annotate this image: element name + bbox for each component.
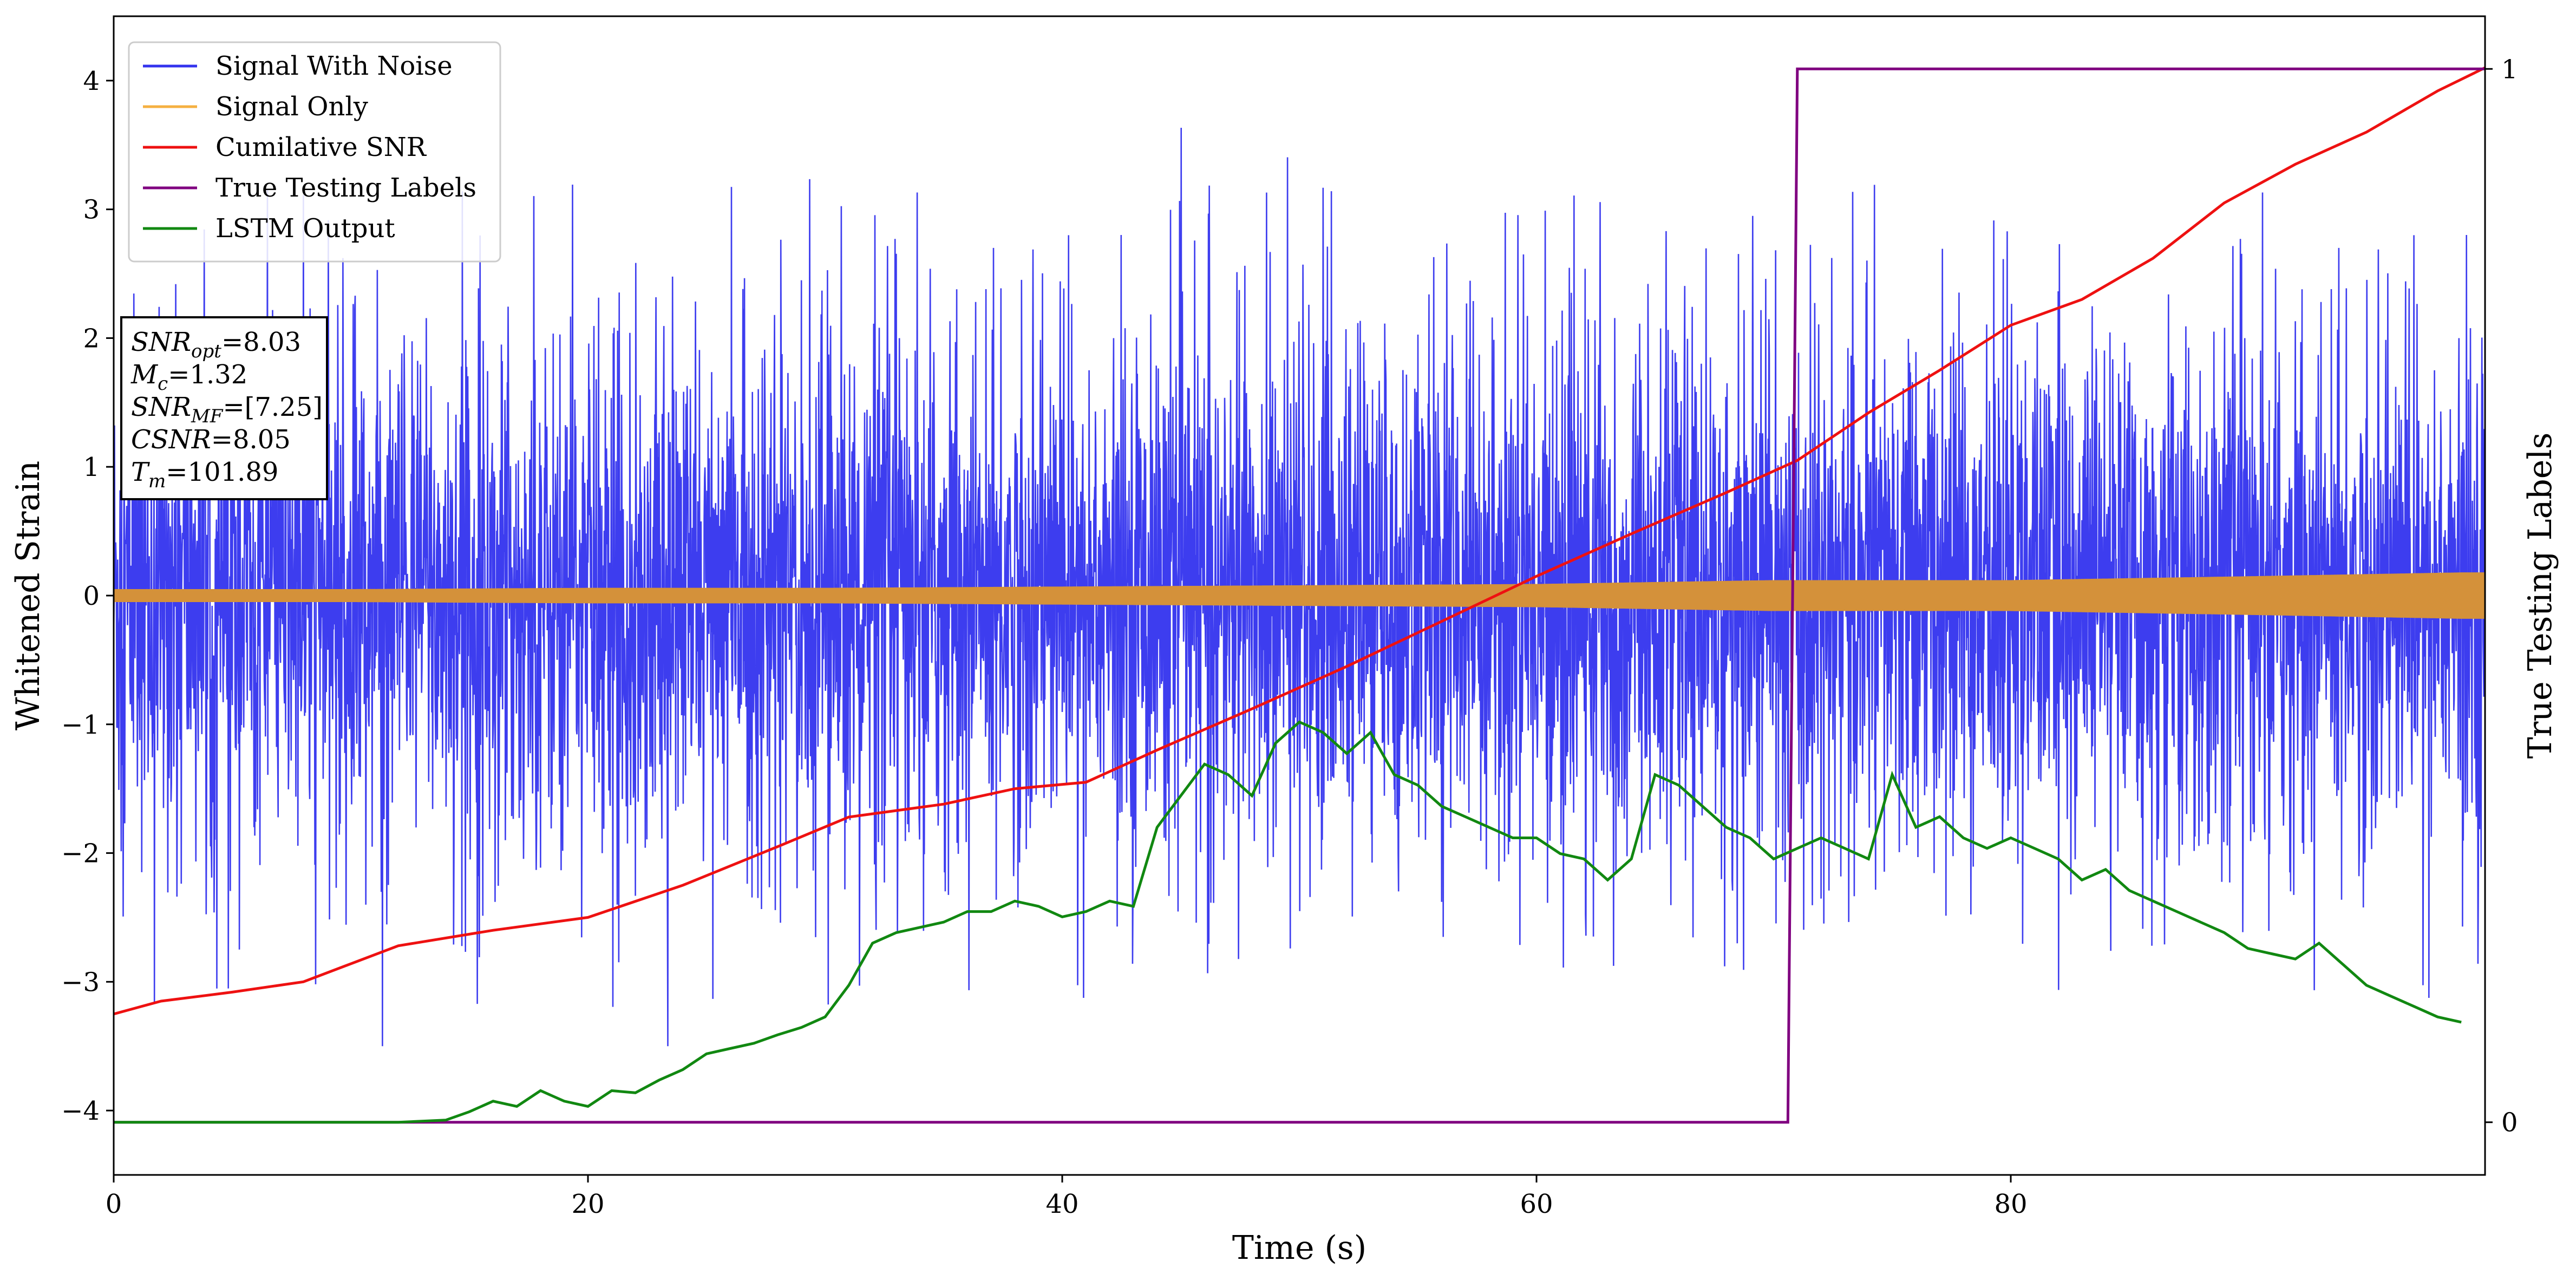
series-signal-only bbox=[114, 572, 2485, 619]
legend-label: Signal With Noise bbox=[215, 51, 453, 81]
y-tick-label: 3 bbox=[83, 195, 100, 225]
y2-tick-label: 0 bbox=[2501, 1108, 2518, 1138]
series-lstm-output bbox=[114, 720, 2462, 1124]
annotation-line: SNRMF=[7.25] bbox=[131, 392, 323, 427]
y-tick-label: −3 bbox=[61, 967, 100, 997]
legend-label: Signal Only bbox=[215, 92, 368, 122]
legend-label: LSTM Output bbox=[215, 213, 395, 244]
y-tick-label: 1 bbox=[83, 452, 100, 482]
x-tick-label: 80 bbox=[1994, 1189, 2027, 1219]
annotation-frame bbox=[120, 316, 328, 500]
legend-frame bbox=[128, 41, 501, 263]
x-tick-label: 0 bbox=[106, 1189, 122, 1219]
annotation-line: CSNR=8.05 bbox=[131, 424, 291, 455]
y-tick-label: 0 bbox=[83, 581, 100, 611]
series-true-testing-labels bbox=[114, 67, 2485, 1124]
y-tick-label: −4 bbox=[61, 1096, 100, 1126]
legend-label: True Testing Labels bbox=[215, 173, 476, 203]
annotation-box: SNRopt=8.03Mc=1.32SNRMF=[7.25]CSNR=8.05T… bbox=[120, 316, 328, 500]
series-cumilative-snr bbox=[114, 66, 2485, 1016]
x-axis-title: Time (s) bbox=[1232, 1229, 1367, 1267]
plot-series bbox=[114, 66, 2485, 1124]
x-tick-label: 40 bbox=[1045, 1189, 1078, 1219]
y-axis-title: Whitened Strain bbox=[9, 461, 47, 730]
y2-tick-label: 1 bbox=[2501, 54, 2518, 84]
y2-axis-title: True Testing Labels bbox=[2521, 433, 2559, 759]
y-tick-label: −2 bbox=[61, 839, 100, 869]
legend: Signal With Noise Signal Only Cumilative S… bbox=[128, 41, 501, 263]
annotation-line: Mc=1.32 bbox=[130, 360, 247, 395]
x-tick-label: 20 bbox=[571, 1189, 604, 1219]
annotation-line: SNRopt=8.03 bbox=[131, 327, 301, 362]
legend-label: Cumilative SNR bbox=[215, 132, 427, 162]
y-tick-label: −1 bbox=[61, 710, 100, 740]
y-tick-label: 2 bbox=[83, 323, 100, 354]
series-signal-with-noise bbox=[114, 127, 2485, 1047]
y-tick-label: 4 bbox=[83, 66, 100, 96]
annotation-line: Tm=101.89 bbox=[131, 457, 278, 492]
x-tick-label: 60 bbox=[1520, 1189, 1553, 1219]
